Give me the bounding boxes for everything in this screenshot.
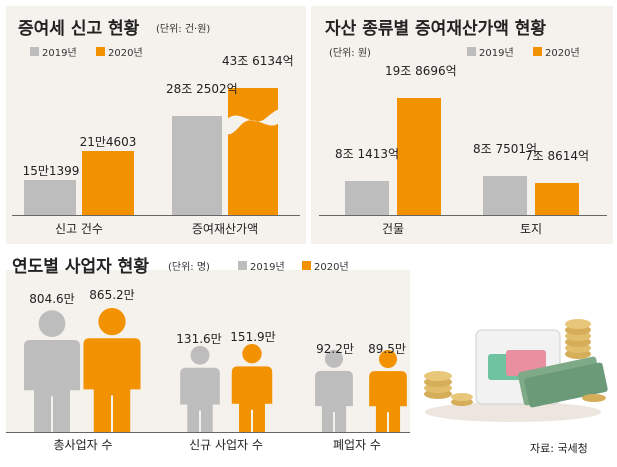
person-mark-1-1 (231, 344, 273, 432)
x-axis (12, 215, 300, 216)
legend-label: 2020년 (314, 262, 349, 273)
data-label: 865.2만 (89, 288, 135, 302)
panel-title: 연도별 사업자 현황 (12, 257, 149, 277)
legend-swatch-icon (30, 47, 39, 56)
data-label: 804.6만 (29, 292, 75, 306)
person-mark-0-2 (315, 349, 353, 432)
legend-2019: 2019년 (30, 44, 77, 59)
data-label: 151.9만 (230, 330, 276, 344)
data-label: 7조 8614억 (524, 149, 590, 163)
legend-label: 2020년 (108, 48, 143, 59)
data-label: 43조 6134억 (222, 54, 294, 68)
legend-swatch-icon (467, 47, 476, 56)
legend-swatch-icon (533, 47, 542, 56)
bar-value-2019 (172, 116, 222, 215)
category-label: 토지 (519, 222, 543, 236)
legend-2019: 2019년 (238, 258, 285, 273)
unit-label: (단위: 원) (329, 48, 371, 59)
legend-label: 2019년 (42, 48, 77, 59)
panel-title: 증여세 신고 현황 (18, 19, 140, 39)
data-label: 8조 7501억 (472, 142, 538, 156)
axis-break-icon (226, 109, 280, 135)
business-owners-panel: 연도별 사업자 현황 (단위: 명) 2019년 2020년 804.6만 86… (6, 250, 613, 462)
legend-label: 2020년 (545, 48, 580, 59)
data-label: 21만4603 (79, 135, 137, 149)
legend-swatch-icon (238, 261, 247, 270)
data-label: 19조 8696억 (385, 64, 457, 78)
legend-2020: 2020년 (302, 258, 349, 273)
x-axis (6, 432, 410, 433)
legend-2020: 2020년 (96, 44, 143, 59)
data-label: 92.2만 (316, 342, 354, 356)
bar-building-2019 (345, 181, 389, 215)
person-icons (23, 308, 407, 432)
bar-filings-2019 (24, 180, 76, 215)
legend-2020: 2020년 (533, 44, 580, 59)
data-label: 15만1399 (22, 164, 80, 178)
category-label: 폐업자 수 (333, 438, 381, 452)
data-label: 28조 2502억 (166, 82, 238, 96)
bar-filings-2020 (82, 151, 134, 215)
money-wallet-icon (424, 319, 608, 422)
panel-title: 자산 종류별 증여재산가액 현황 (325, 19, 547, 39)
asset-type-panel: 자산 종류별 증여재산가액 현황 (단위: 원) 2019년 2020년 8조 … (311, 6, 613, 244)
unit-label: (단위: 명) (168, 262, 210, 273)
bar-building-2020 (397, 98, 441, 215)
legend-label: 2019년 (479, 48, 514, 59)
person-mark-1-0 (83, 308, 141, 432)
source-note: 자료: 국세청 (530, 442, 588, 455)
category-label: 신고 건수 (55, 222, 103, 236)
person-mark-1-2 (369, 350, 407, 432)
gift-tax-filing-panel: 증여세 신고 현황 (단위: 건·원) 2019년 2020년 15만1399 … (6, 6, 306, 244)
bar-land-2020 (535, 183, 579, 215)
x-axis (319, 215, 607, 216)
person-mark-0-1 (180, 345, 220, 432)
bar-land-2019 (483, 176, 527, 215)
category-label: 총사업자 수 (53, 438, 113, 452)
data-label: 131.6만 (176, 332, 222, 346)
legend-swatch-icon (302, 261, 311, 270)
bar-value-2020 (228, 88, 278, 215)
category-label: 건물 (381, 222, 405, 236)
category-label: 신규 사업자 수 (189, 438, 263, 452)
legend-swatch-icon (96, 47, 105, 56)
person-mark-0-0 (23, 310, 81, 432)
category-label: 증여재산가액 (191, 222, 259, 236)
legend-label: 2019년 (250, 262, 285, 273)
unit-label: (단위: 건·원) (156, 24, 211, 35)
data-label: 8조 1413억 (334, 147, 400, 161)
data-label: 89.5만 (368, 342, 406, 356)
legend-2019: 2019년 (467, 44, 514, 59)
